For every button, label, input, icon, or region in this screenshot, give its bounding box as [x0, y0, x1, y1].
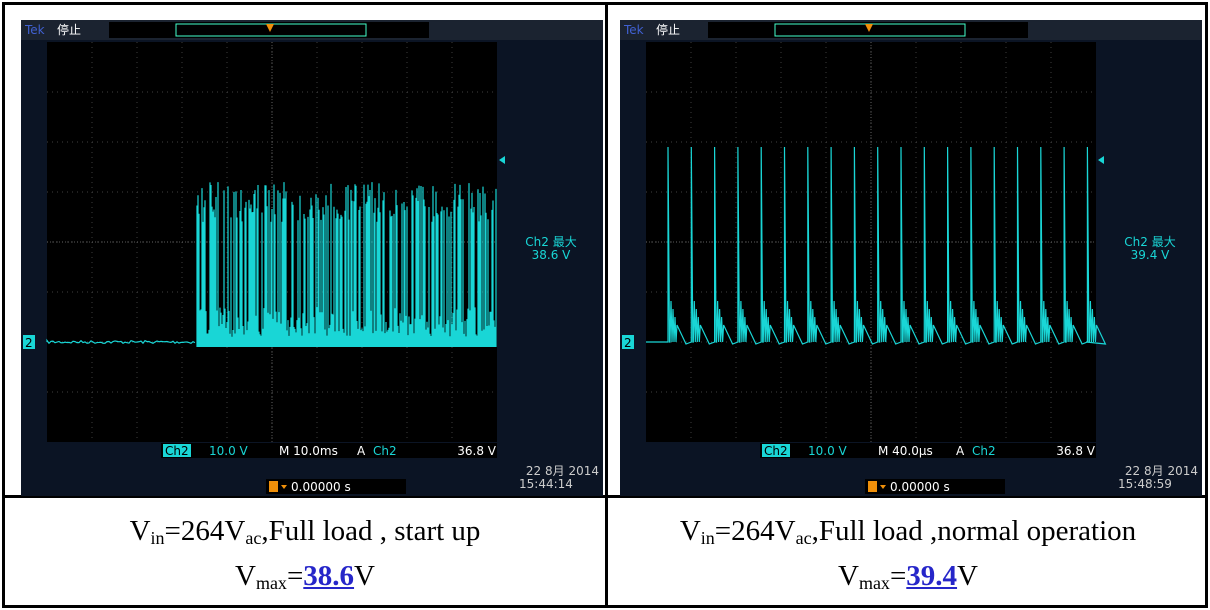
trigger-pos: 0.00000 s — [291, 480, 351, 494]
caption-text: V — [680, 515, 701, 547]
caption-line: Vmax=38.6V — [5, 557, 605, 602]
caption-line: Vin=264Vac,Full load ,normal operation — [608, 512, 1208, 557]
trigger-mode: A — [956, 444, 965, 458]
caption-line: Vmax=39.4V — [608, 557, 1208, 602]
ch-marker: 2 — [624, 336, 632, 350]
caption-text: V — [235, 560, 256, 592]
measure-value: 39.4 V — [1131, 248, 1171, 262]
trigger-mode: A — [357, 444, 366, 458]
caption-line: Vin=264Vac,Full load , start up — [5, 512, 605, 557]
volts-div: 10.0 V — [209, 444, 249, 458]
caption-text: V — [838, 560, 859, 592]
caption-text: max — [859, 573, 890, 593]
channel: Ch2 — [764, 444, 788, 458]
measure-label: Ch2 最大 — [1124, 235, 1175, 249]
time: 15:48:59 — [1118, 477, 1172, 491]
caption-text: max — [256, 573, 287, 593]
vmax-link[interactable]: 38.6 — [303, 560, 354, 592]
caption-text: = — [287, 560, 303, 592]
table: Tek停止2Ch2 最大38.6 VCh210.0 VM 10.0msACh23… — [2, 2, 1208, 608]
caption-text: V — [354, 560, 375, 592]
vmax-link[interactable]: 39.4 — [906, 560, 957, 592]
caption-text: = — [890, 560, 906, 592]
run-state: 停止 — [656, 22, 680, 37]
channel: Ch2 — [165, 444, 189, 458]
timebase: M 40.0µs — [878, 444, 933, 458]
trigger-level: 36.8 V — [457, 444, 497, 458]
caption-text: ,Full load ,normal operation — [812, 515, 1137, 547]
caption-text: in — [701, 528, 715, 548]
caption-text: ,Full load , start up — [261, 515, 480, 547]
caption-text: =264V — [165, 515, 246, 547]
time: 15:44:14 — [519, 477, 573, 491]
trigger-level: 36.8 V — [1056, 444, 1096, 458]
timebase: M 10.0ms — [279, 444, 338, 458]
trigger-pos: 0.00000 s — [890, 480, 950, 494]
caption-text: V — [130, 515, 151, 547]
brand: Tek — [623, 23, 644, 37]
caption-text: V — [957, 560, 978, 592]
caption-text: =264V — [715, 515, 796, 547]
ch-marker: 2 — [25, 336, 33, 350]
caption-text: ac — [796, 528, 812, 548]
measure-value: 38.6 V — [532, 248, 572, 262]
caption-text: in — [151, 528, 165, 548]
measure-label: Ch2 最大 — [525, 235, 576, 249]
date: 22 8月 2014 — [1125, 464, 1198, 478]
trigger-source: Ch2 — [972, 444, 996, 458]
brand: Tek — [24, 23, 45, 37]
run-state: 停止 — [57, 22, 81, 37]
volts-div: 10.0 V — [808, 444, 848, 458]
trigger-source: Ch2 — [373, 444, 397, 458]
date: 22 8月 2014 — [526, 464, 599, 478]
caption-text: ac — [245, 528, 261, 548]
